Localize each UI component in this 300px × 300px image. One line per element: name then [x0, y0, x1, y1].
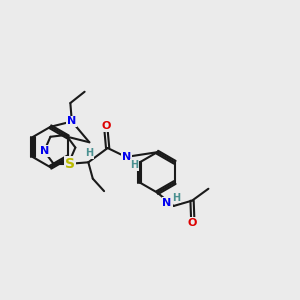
Text: H: H — [130, 160, 139, 170]
Text: N: N — [40, 146, 49, 156]
Text: N: N — [64, 157, 74, 167]
Text: O: O — [188, 218, 197, 228]
Text: S: S — [65, 157, 75, 171]
Text: H: H — [85, 148, 93, 158]
Text: N: N — [163, 198, 172, 208]
Text: O: O — [101, 121, 111, 131]
Text: N: N — [122, 152, 131, 162]
Text: N: N — [67, 116, 76, 127]
Text: H: H — [172, 193, 180, 203]
